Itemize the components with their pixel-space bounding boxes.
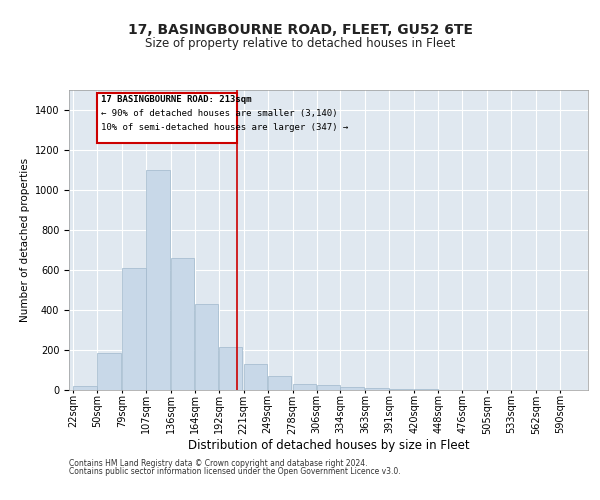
Bar bbox=[122, 268, 146, 390]
Bar bbox=[195, 304, 218, 390]
Text: Size of property relative to detached houses in Fleet: Size of property relative to detached ho… bbox=[145, 38, 455, 51]
Text: ← 90% of detached houses are smaller (3,140): ← 90% of detached houses are smaller (3,… bbox=[101, 110, 337, 118]
Bar bbox=[146, 170, 170, 390]
Bar bbox=[171, 258, 194, 390]
Bar bbox=[219, 347, 242, 390]
Bar bbox=[365, 388, 389, 390]
Bar bbox=[293, 384, 316, 390]
Bar bbox=[244, 364, 267, 390]
Bar bbox=[73, 386, 97, 390]
Bar bbox=[97, 353, 121, 390]
Bar bbox=[389, 389, 413, 390]
X-axis label: Distribution of detached houses by size in Fleet: Distribution of detached houses by size … bbox=[188, 439, 469, 452]
Text: 10% of semi-detached houses are larger (347) →: 10% of semi-detached houses are larger (… bbox=[101, 124, 348, 132]
Bar bbox=[97, 93, 237, 143]
Bar bbox=[268, 376, 291, 390]
Text: Contains HM Land Registry data © Crown copyright and database right 2024.: Contains HM Land Registry data © Crown c… bbox=[69, 458, 367, 468]
Y-axis label: Number of detached properties: Number of detached properties bbox=[20, 158, 31, 322]
Text: 17, BASINGBOURNE ROAD, FLEET, GU52 6TE: 17, BASINGBOURNE ROAD, FLEET, GU52 6TE bbox=[128, 22, 473, 36]
Bar bbox=[340, 387, 364, 390]
Text: Contains public sector information licensed under the Open Government Licence v3: Contains public sector information licen… bbox=[69, 467, 401, 476]
Text: 17 BASINGBOURNE ROAD: 213sqm: 17 BASINGBOURNE ROAD: 213sqm bbox=[101, 96, 251, 104]
Bar bbox=[317, 385, 340, 390]
